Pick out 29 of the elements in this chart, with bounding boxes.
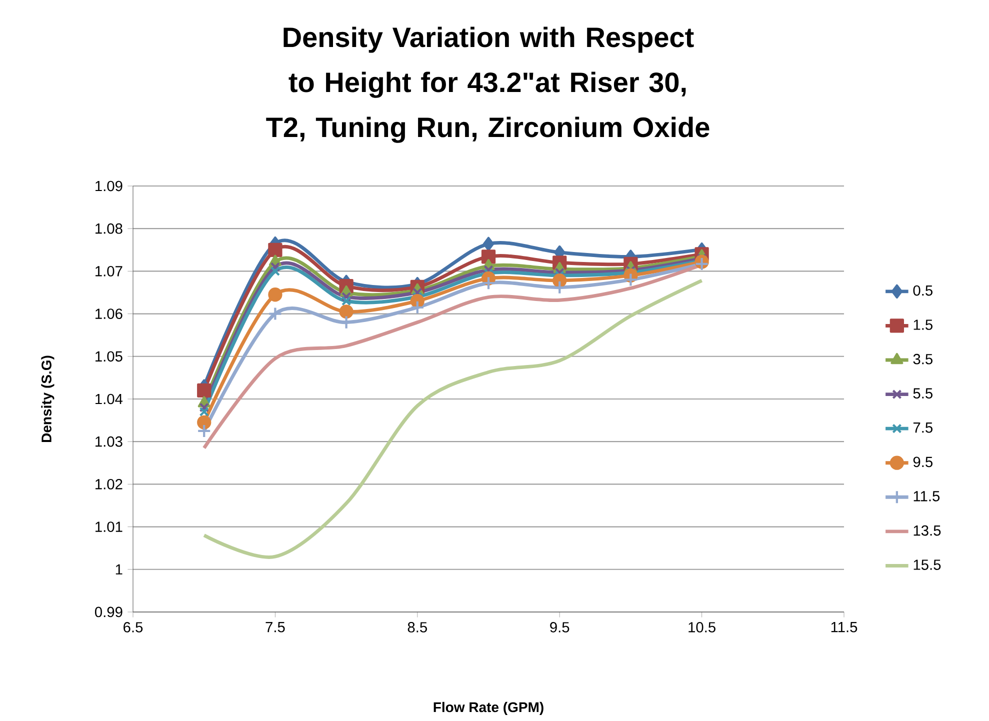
x-tick-label: 10.5 — [688, 622, 716, 632]
legend-label: 15.5 — [914, 560, 941, 570]
x-tick-label: 9.5 — [550, 622, 570, 632]
legend-label: 1.5 — [914, 320, 932, 330]
y-tick-label: 1.08 — [96, 223, 122, 234]
chart-title: Density Variation with Respect to Height for 43.2"at Riser 30, T2, Tuning Run, Zirconium Oxide — [266, 26, 710, 143]
y-axis-title: Density (S.G) — [41, 356, 54, 442]
x-tick-label: 7.5 — [266, 622, 285, 632]
legend-label: 0.5 — [913, 285, 932, 296]
y-tick-label: 1.07 — [96, 266, 122, 276]
legend-label: 13.5 — [914, 525, 941, 536]
legend-label: 9.5 — [913, 456, 932, 468]
y-tick-label: 1.06 — [96, 308, 122, 319]
legend-label: 7.5 — [913, 422, 932, 433]
y-tick-label: 1.01 — [96, 522, 122, 532]
legend-label: 5.5 — [913, 388, 932, 399]
y-tick-label: 1.02 — [96, 479, 122, 490]
y-tick-label: 0.99 — [94, 606, 122, 618]
x-tick-label: 11.5 — [831, 622, 858, 632]
y-tick-label: 1 — [116, 564, 122, 574]
legend-label: 11.5 — [914, 491, 940, 502]
y-tick-label: 1.05 — [96, 351, 122, 362]
y-tick-label: 1.03 — [96, 436, 122, 447]
y-tick-label: 1.09 — [96, 180, 122, 192]
x-axis-title: Flow Rate (GPM) — [434, 702, 544, 715]
y-tick-label: 1.04 — [96, 394, 123, 404]
x-tick-label: 6.5 — [124, 622, 143, 632]
legend-label: 3.5 — [913, 354, 932, 364]
x-tick-label: 8.5 — [408, 622, 427, 632]
